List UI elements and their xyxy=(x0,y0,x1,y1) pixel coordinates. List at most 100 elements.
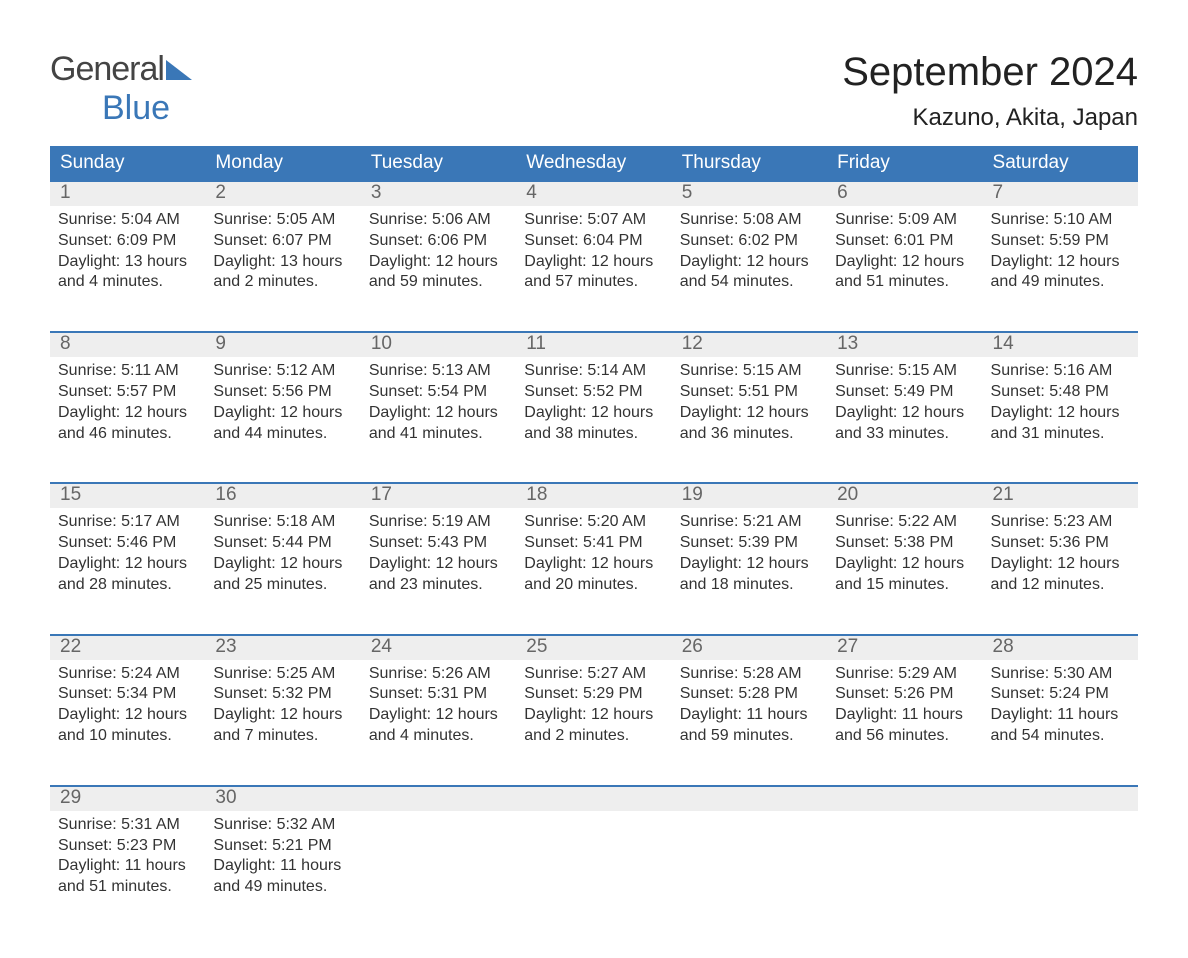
sunrise-text: Sunrise: 5:10 AM xyxy=(991,210,1130,231)
day-cell: 22Sunrise: 5:24 AMSunset: 5:34 PMDayligh… xyxy=(50,636,205,777)
sunset-text: Sunset: 5:34 PM xyxy=(58,684,197,705)
day-number: 20 xyxy=(827,484,982,508)
sunrise-text: Sunrise: 5:32 AM xyxy=(213,815,352,836)
day-cell xyxy=(672,787,827,928)
daylight-text: Daylight: 11 hours and 49 minutes. xyxy=(213,856,352,898)
sunrise-text: Sunrise: 5:23 AM xyxy=(991,512,1130,533)
day-details: Sunrise: 5:07 AMSunset: 6:04 PMDaylight:… xyxy=(524,210,663,293)
week-row: 29Sunrise: 5:31 AMSunset: 5:23 PMDayligh… xyxy=(50,785,1138,928)
daylight-text: Daylight: 12 hours and 44 minutes. xyxy=(213,403,352,445)
sunset-text: Sunset: 6:07 PM xyxy=(213,231,352,252)
day-details: Sunrise: 5:06 AMSunset: 6:06 PMDaylight:… xyxy=(369,210,508,293)
day-number: 3 xyxy=(361,182,516,206)
daylight-text: Daylight: 12 hours and 49 minutes. xyxy=(991,252,1130,294)
calendar-page: General Blue September 2024 Kazuno, Akit… xyxy=(0,0,1188,958)
daylight-text: Daylight: 11 hours and 56 minutes. xyxy=(835,705,974,747)
day-cell: 19Sunrise: 5:21 AMSunset: 5:39 PMDayligh… xyxy=(672,484,827,625)
sunset-text: Sunset: 5:23 PM xyxy=(58,836,197,857)
daylight-text: Daylight: 12 hours and 7 minutes. xyxy=(213,705,352,747)
daylight-text: Daylight: 12 hours and 23 minutes. xyxy=(369,554,508,596)
daylight-text: Daylight: 12 hours and 20 minutes. xyxy=(524,554,663,596)
day-cell: 21Sunrise: 5:23 AMSunset: 5:36 PMDayligh… xyxy=(983,484,1138,625)
sunrise-text: Sunrise: 5:28 AM xyxy=(680,664,819,685)
day-number: 17 xyxy=(361,484,516,508)
day-number: 13 xyxy=(827,333,982,357)
sunrise-text: Sunrise: 5:11 AM xyxy=(58,361,197,382)
day-number xyxy=(672,787,827,811)
day-cell: 9Sunrise: 5:12 AMSunset: 5:56 PMDaylight… xyxy=(205,333,360,474)
daylight-text: Daylight: 12 hours and 4 minutes. xyxy=(369,705,508,747)
day-header-friday: Friday xyxy=(827,146,982,182)
day-number: 28 xyxy=(983,636,1138,660)
day-number xyxy=(516,787,671,811)
day-cell: 26Sunrise: 5:28 AMSunset: 5:28 PMDayligh… xyxy=(672,636,827,777)
day-header-row: SundayMondayTuesdayWednesdayThursdayFrid… xyxy=(50,146,1138,182)
day-details: Sunrise: 5:24 AMSunset: 5:34 PMDaylight:… xyxy=(58,664,197,747)
daylight-text: Daylight: 12 hours and 18 minutes. xyxy=(680,554,819,596)
daylight-text: Daylight: 13 hours and 2 minutes. xyxy=(213,252,352,294)
day-details: Sunrise: 5:17 AMSunset: 5:46 PMDaylight:… xyxy=(58,512,197,595)
sunrise-text: Sunrise: 5:31 AM xyxy=(58,815,197,836)
sunrise-text: Sunrise: 5:08 AM xyxy=(680,210,819,231)
weeks-container: 1 Sunrise: 5:04 AMSunset: 6:09 PM Daylight… xyxy=(50,182,1138,928)
sunset-text: Sunset: 5:59 PM xyxy=(991,231,1130,252)
sunset-text: Sunset: 6:02 PM xyxy=(680,231,819,252)
day-number: 5 xyxy=(672,182,827,206)
sunset-text: Sunset: 5:44 PM xyxy=(213,533,352,554)
day-cell: 2Sunrise: 5:05 AMSunset: 6:07 PMDaylight… xyxy=(205,182,360,323)
day-details: Sunrise: 5:31 AMSunset: 5:23 PMDaylight:… xyxy=(58,815,197,898)
sunrise-text: Sunrise: 5:16 AM xyxy=(991,361,1130,382)
sunrise-text: Sunrise: 5:15 AM xyxy=(680,361,819,382)
sunrise-text: Sunrise: 5:04 AM xyxy=(58,210,197,231)
day-number: 9 xyxy=(205,333,360,357)
day-cell: 1Sunrise: 5:04 AMSunset: 6:09 PMDaylight… xyxy=(50,182,205,323)
day-number xyxy=(983,787,1138,811)
day-number: 1 xyxy=(50,182,205,206)
sunrise-text: Sunrise: 5:09 AM xyxy=(835,210,974,231)
day-details: Sunrise: 5:23 AMSunset: 5:36 PMDaylight:… xyxy=(991,512,1130,595)
day-cell: 23 Sunrise: 5:25 AMSunset: 5:32 PMDayligh… xyxy=(205,636,360,777)
daylight-text: Daylight: 11 hours and 51 minutes. xyxy=(58,856,197,898)
day-header-wednesday: Wednesday xyxy=(516,146,671,182)
day-cell: 11Sunrise: 5:14 AMSunset: 5:52 PMDayligh… xyxy=(516,333,671,474)
day-number: 29 xyxy=(50,787,205,811)
sunrise-text: Sunrise: 5:25 AM xyxy=(213,664,352,685)
day-details: Sunrise: 5:14 AMSunset: 5:52 PMDaylight:… xyxy=(524,361,663,444)
sunset-text: Sunset: 5:28 PM xyxy=(680,684,819,705)
day-number: 23 xyxy=(205,636,360,660)
sunset-text: Sunset: 5:51 PM xyxy=(680,382,819,403)
day-details: Sunrise: 5:10 AMSunset: 5:59 PMDaylight:… xyxy=(991,210,1130,293)
title-block: September 2024 Kazuno, Akita, Japan xyxy=(842,50,1138,132)
sunset-text: Sunset: 5:39 PM xyxy=(680,533,819,554)
day-details: Sunrise: 5:32 AMSunset: 5:21 PMDaylight:… xyxy=(213,815,352,898)
day-cell: 16Sunrise: 5:18 AMSunset: 5:44 PMDayligh… xyxy=(205,484,360,625)
day-details: Sunrise: 5:15 AMSunset: 5:49 PMDaylight:… xyxy=(835,361,974,444)
sunset-text: Sunset: 6:06 PM xyxy=(369,231,508,252)
day-number: 8 xyxy=(50,333,205,357)
sunset-text: Sunset: 5:21 PM xyxy=(213,836,352,857)
sunrise-text: Sunrise: 5:21 AM xyxy=(680,512,819,533)
sunrise-text: Sunrise: 5:29 AM xyxy=(835,664,974,685)
day-number: 10 xyxy=(361,333,516,357)
day-cell: 12Sunrise: 5:15 AMSunset: 5:51 PMDayligh… xyxy=(672,333,827,474)
day-details: Sunrise: 5:18 AMSunset: 5:44 PMDaylight:… xyxy=(213,512,352,595)
sunrise-text: Sunrise: 5:18 AM xyxy=(213,512,352,533)
daylight-text: Daylight: 12 hours and 54 minutes. xyxy=(680,252,819,294)
location-text: Kazuno, Akita, Japan xyxy=(842,104,1138,132)
sunset-text: Sunset: 5:32 PM xyxy=(213,684,352,705)
header-row: General Blue September 2024 Kazuno, Akit… xyxy=(50,50,1138,132)
day-details: Sunrise: 5:13 AMSunset: 5:54 PMDaylight:… xyxy=(369,361,508,444)
daylight-text: Daylight: 12 hours and 15 minutes. xyxy=(835,554,974,596)
sunrise-text: Sunrise: 5:20 AM xyxy=(524,512,663,533)
sunset-text: Sunset: 6:09 PM xyxy=(58,231,197,252)
daylight-text: Daylight: 12 hours and 2 minutes. xyxy=(524,705,663,747)
sunrise-text: Sunrise: 5:17 AM xyxy=(58,512,197,533)
day-cell: 28Sunrise: 5:30 AMSunset: 5:24 PMDayligh… xyxy=(983,636,1138,777)
day-cell xyxy=(361,787,516,928)
sunset-text: Sunset: 5:54 PM xyxy=(369,382,508,403)
brand-text-general: General xyxy=(50,50,164,88)
brand-mark-icon xyxy=(166,60,192,80)
week-row: 8Sunrise: 5:11 AMSunset: 5:57 PMDaylight… xyxy=(50,331,1138,474)
daylight-text: Daylight: 12 hours and 25 minutes. xyxy=(213,554,352,596)
day-cell: 27Sunrise: 5:29 AMSunset: 5:26 PMDayligh… xyxy=(827,636,982,777)
